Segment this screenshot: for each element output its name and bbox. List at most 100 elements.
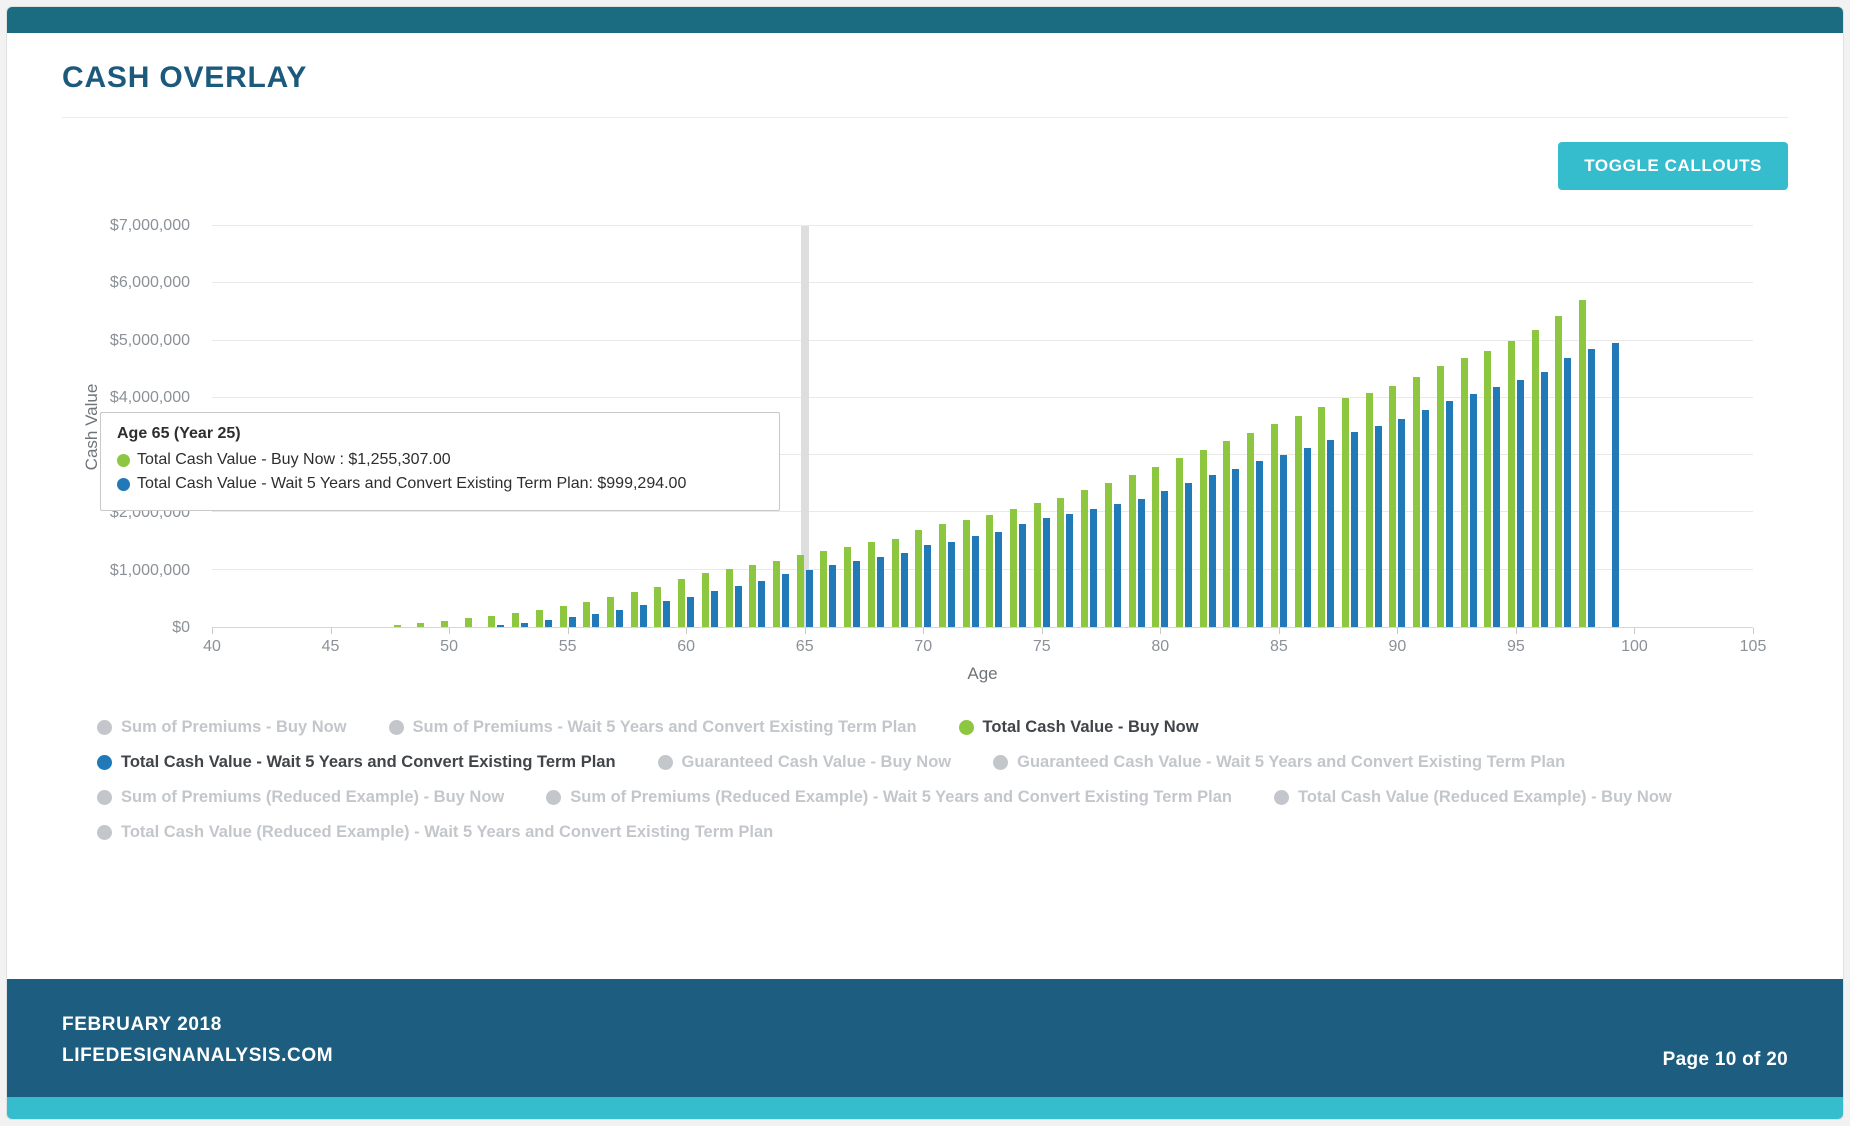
bar-wait-5-years-age-90[interactable] [1398,419,1406,627]
bar-buy-now-age-62[interactable] [725,568,733,627]
bar-wait-5-years-age-83[interactable] [1232,468,1240,627]
bar-wait-5-years-age-96[interactable] [1540,371,1548,627]
bar-buy-now-age-96[interactable] [1531,330,1539,627]
bar-wait-5-years-age-89[interactable] [1374,425,1382,627]
bar-wait-5-years-age-69[interactable] [900,552,908,627]
bar-buy-now-age-81[interactable] [1176,458,1183,627]
bar-wait-5-years-age-97[interactable] [1564,357,1572,627]
bar-wait-5-years-age-87[interactable] [1327,440,1335,627]
legend-item[interactable]: Total Cash Value (Reduced Example) - Buy… [1273,788,1672,807]
bar-wait-5-years-age-78[interactable] [1113,503,1121,627]
bar-wait-5-years-age-74[interactable] [1019,524,1027,627]
bar-wait-5-years-age-68[interactable] [876,556,884,627]
bar-buy-now-age-82[interactable] [1199,450,1207,627]
bar-buy-now-age-76[interactable] [1057,497,1065,627]
bar-buy-now-age-97[interactable] [1555,315,1563,627]
bar-buy-now-age-59[interactable] [654,586,662,627]
bar-wait-5-years-age-64[interactable] [781,573,789,627]
bar-buy-now-age-83[interactable] [1223,441,1231,627]
bar-buy-now-age-78[interactable] [1104,482,1112,627]
toggle-callouts-button[interactable]: TOGGLE CALLOUTS [1558,142,1788,190]
bar-wait-5-years-age-57[interactable] [616,609,624,627]
bar-wait-5-years-age-93[interactable] [1469,394,1477,627]
bar-buy-now-age-94[interactable] [1484,350,1492,627]
bar-buy-now-age-71[interactable] [938,523,946,627]
bar-buy-now-age-98[interactable] [1579,300,1587,627]
bar-wait-5-years-age-70[interactable] [924,545,932,627]
bar-wait-5-years-age-84[interactable] [1256,461,1264,627]
bar-wait-5-years-age-88[interactable] [1350,432,1358,627]
legend-item[interactable]: Sum of Premiums (Reduced Example) - Wait… [546,788,1232,807]
bar-buy-now-age-93[interactable] [1460,357,1468,627]
bar-buy-now-age-58[interactable] [630,592,638,627]
bar-wait-5-years-age-75[interactable] [1042,518,1050,627]
bar-buy-now-age-85[interactable] [1270,424,1278,627]
bar-buy-now-age-87[interactable] [1318,407,1326,627]
bar-wait-5-years-age-62[interactable] [734,585,742,627]
legend-item[interactable]: Sum of Premiums (Reduced Example) - Buy … [97,788,504,807]
bar-wait-5-years-age-77[interactable] [1090,509,1098,627]
bar-wait-5-years-age-86[interactable] [1303,447,1311,627]
bar-buy-now-age-60[interactable] [678,578,686,627]
bar-buy-now-age-92[interactable] [1436,366,1444,627]
bar-buy-now-age-75[interactable] [1033,503,1041,627]
bar-wait-5-years-age-67[interactable] [853,561,861,627]
bar-wait-5-years-age-61[interactable] [710,590,718,627]
bar-buy-now-age-95[interactable] [1507,340,1515,627]
bar-wait-5-years-age-59[interactable] [663,601,671,627]
bar-wait-5-years-age-95[interactable] [1516,380,1524,627]
bar-buy-now-age-72[interactable] [962,520,970,627]
bar-buy-now-age-74[interactable] [1010,509,1018,627]
bar-wait-5-years-age-94[interactable] [1493,386,1501,627]
bar-wait-5-years-age-82[interactable] [1208,474,1216,627]
bar-buy-now-age-70[interactable] [915,530,923,627]
bar-buy-now-age-68[interactable] [867,542,875,627]
bar-wait-5-years-age-99[interactable] [1611,343,1619,627]
bar-buy-now-age-50[interactable] [441,620,449,627]
bar-buy-now-age-51[interactable] [464,618,472,627]
bar-buy-now-age-90[interactable] [1389,385,1397,627]
bar-wait-5-years-age-81[interactable] [1185,482,1192,627]
bar-buy-now-age-61[interactable] [701,573,709,627]
legend-item[interactable]: Guaranteed Cash Value - Wait 5 Years and… [993,753,1565,772]
bar-buy-now-age-65[interactable] [796,555,804,627]
bar-buy-now-age-67[interactable] [844,546,852,627]
bar-buy-now-age-56[interactable] [583,602,591,627]
bar-buy-now-age-64[interactable] [772,560,780,627]
bar-wait-5-years-age-71[interactable] [947,541,955,627]
legend-item[interactable]: Total Cash Value - Wait 5 Years and Conv… [97,753,616,772]
legend-item[interactable]: Guaranteed Cash Value - Buy Now [657,753,951,772]
bar-buy-now-age-55[interactable] [559,606,567,627]
bar-wait-5-years-age-55[interactable] [568,617,576,627]
bar-buy-now-age-73[interactable] [986,515,994,627]
bar-wait-5-years-age-63[interactable] [758,580,766,627]
bar-wait-5-years-age-56[interactable] [592,613,600,627]
bar-buy-now-age-63[interactable] [749,564,757,627]
legend-item[interactable]: Sum of Premiums - Wait 5 Years and Conve… [388,718,917,737]
bar-wait-5-years-age-76[interactable] [1066,513,1074,627]
bar-wait-5-years-age-58[interactable] [639,605,647,627]
bar-buy-now-age-53[interactable] [512,613,520,627]
bar-wait-5-years-age-60[interactable] [687,597,695,627]
bar-buy-now-age-80[interactable] [1152,466,1160,627]
bar-wait-5-years-age-79[interactable] [1137,498,1145,627]
bar-wait-5-years-age-53[interactable] [521,623,529,627]
bar-wait-5-years-age-91[interactable] [1422,409,1430,627]
bar-buy-now-age-84[interactable] [1247,432,1255,627]
bar-wait-5-years-age-65[interactable] [805,569,813,627]
legend-item[interactable]: Total Cash Value (Reduced Example) - Wai… [97,823,773,842]
bar-wait-5-years-age-92[interactable] [1445,400,1453,627]
legend-item[interactable]: Total Cash Value - Buy Now [958,718,1199,737]
bar-buy-now-age-66[interactable] [820,550,828,627]
bar-buy-now-age-69[interactable] [891,538,899,627]
bar-buy-now-age-49[interactable] [417,623,425,627]
bar-wait-5-years-age-80[interactable] [1161,490,1169,627]
bar-buy-now-age-48[interactable] [393,625,401,627]
bar-buy-now-age-77[interactable] [1081,489,1089,627]
bar-buy-now-age-89[interactable] [1365,392,1373,627]
bar-wait-5-years-age-66[interactable] [829,564,837,627]
bar-buy-now-age-86[interactable] [1294,415,1302,627]
bar-buy-now-age-57[interactable] [607,596,615,627]
bar-wait-5-years-age-72[interactable] [971,535,979,627]
bar-buy-now-age-79[interactable] [1128,474,1136,627]
